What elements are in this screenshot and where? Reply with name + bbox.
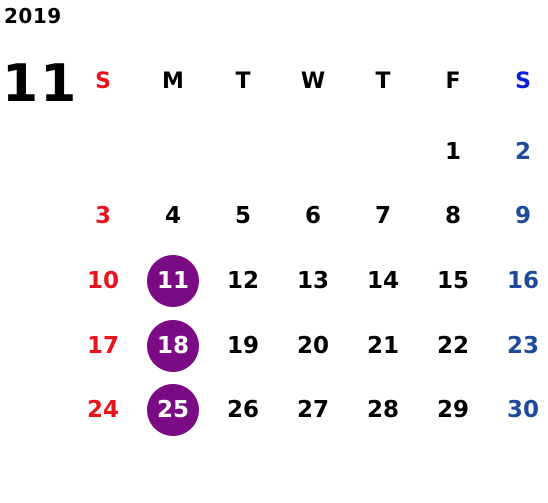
highlighted-day[interactable]: 25 — [156, 397, 189, 423]
highlight-circle — [147, 384, 199, 436]
month-number: 11 — [2, 54, 79, 114]
calendar-day[interactable]: 15 — [436, 268, 469, 294]
calendar-day[interactable]: 22 — [436, 333, 469, 359]
calendar-day[interactable]: 17 — [86, 333, 119, 359]
weekday-header: T — [235, 68, 251, 94]
calendar-day[interactable]: 6 — [304, 203, 321, 229]
weekday-header: W — [300, 68, 326, 94]
calendar-day[interactable]: 16 — [506, 268, 539, 294]
calendar-day[interactable]: 27 — [296, 397, 329, 423]
weekday-header: F — [445, 68, 461, 94]
calendar-day[interactable]: 19 — [226, 333, 259, 359]
calendar-day[interactable]: 7 — [374, 203, 391, 229]
calendar-day[interactable]: 5 — [234, 203, 251, 229]
calendar-day[interactable]: 26 — [226, 397, 259, 423]
calendar-day[interactable]: 4 — [164, 203, 181, 229]
weekday-header: S — [95, 68, 111, 94]
highlighted-day[interactable]: 11 — [156, 268, 189, 294]
highlighted-day[interactable]: 18 — [156, 333, 189, 359]
weekday-header: M — [162, 68, 184, 94]
highlight-circle — [147, 320, 199, 372]
calendar-day[interactable]: 13 — [296, 268, 329, 294]
calendar-day[interactable]: 14 — [366, 268, 399, 294]
calendar-day[interactable]: 28 — [366, 397, 399, 423]
calendar-day[interactable]: 30 — [506, 397, 539, 423]
weekday-header: S — [515, 68, 531, 94]
calendar-day[interactable]: 12 — [226, 268, 259, 294]
year-label: 2019 — [4, 4, 62, 28]
calendar-day[interactable]: 20 — [296, 333, 329, 359]
calendar-day[interactable]: 21 — [366, 333, 399, 359]
calendar-day[interactable]: 2 — [514, 139, 531, 165]
calendar-day[interactable]: 1 — [444, 139, 461, 165]
highlight-circle — [147, 255, 199, 307]
calendar-day[interactable]: 3 — [94, 203, 111, 229]
calendar-day[interactable]: 9 — [514, 203, 531, 229]
calendar-day[interactable]: 8 — [444, 203, 461, 229]
weekday-header: T — [375, 68, 391, 94]
calendar-day[interactable]: 23 — [506, 333, 539, 359]
calendar-day[interactable]: 29 — [436, 397, 469, 423]
calendar-day[interactable]: 24 — [86, 397, 119, 423]
calendar-day[interactable]: 10 — [86, 268, 119, 294]
